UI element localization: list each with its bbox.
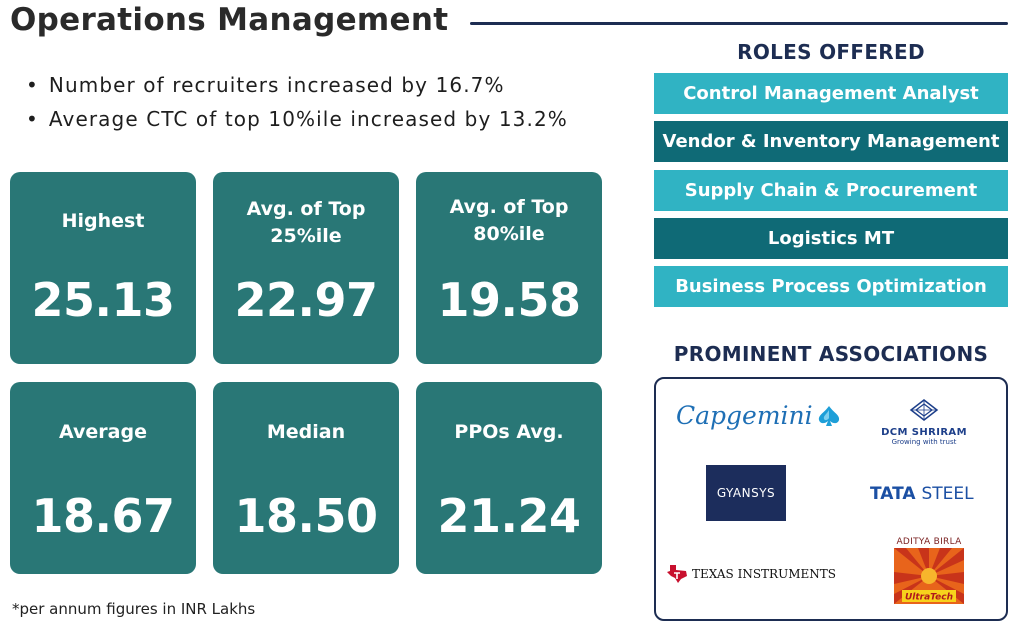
stat-value: 18.67 [31, 489, 175, 543]
footnote: *per annum figures in INR Lakhs [12, 600, 256, 618]
ti-wordmark: TEXAS INSTRUMENTS [692, 567, 836, 581]
stat-label: Median [266, 421, 346, 443]
stat-label: PPOs Avg. [454, 421, 564, 443]
ultratech-emblem: UltraTech [894, 548, 964, 604]
highlight-item: Number of recruiters increased by 16.7% [26, 70, 568, 104]
stat-value: 18.50 [234, 489, 378, 543]
highlights-list: Number of recruiters increased by 16.7% … [26, 70, 568, 138]
stat-label: Avg. of Top 25%ile [213, 196, 399, 250]
stat-value: 19.58 [437, 273, 581, 327]
tata-steel-logo: TATA STEEL [870, 484, 974, 504]
texas-instruments-logo: TEXAS INSTRUMENTS [666, 564, 836, 584]
capgemini-wordmark: Capgemini [676, 401, 813, 430]
highlight-item: Average CTC of top 10%ile increased by 1… [26, 104, 568, 138]
stat-card-average: Average 18.67 [10, 382, 196, 574]
dcm-diamond-icon [909, 399, 939, 421]
role-item: Logistics MT [654, 218, 1008, 259]
associations-heading: PROMINENT ASSOCIATIONS [673, 342, 989, 366]
title-underline [470, 22, 1008, 25]
texas-state-icon [667, 565, 687, 583]
dcm-name: DCM SHRIRAM [881, 427, 967, 438]
stat-card-top25: Avg. of Top 25%ile 22.97 [213, 172, 399, 364]
tata-wordmark: TATA [870, 484, 916, 504]
stat-label-line2: 25%ile [270, 225, 342, 247]
stat-label-line1: Avg. of Top [449, 196, 569, 218]
role-item: Supply Chain & Procurement [654, 170, 1008, 211]
role-item: Vendor & Inventory Management [654, 121, 1008, 162]
stat-card-top80: Avg. of Top 80%ile 19.58 [416, 172, 602, 364]
stat-card-median: Median 18.50 [213, 382, 399, 574]
stat-label: Average [59, 421, 147, 443]
stat-value: 25.13 [31, 273, 175, 327]
associations-panel: Capgemini DCM SHRIRAM Growing with trust… [654, 377, 1008, 621]
stat-label-line1: Avg. of Top [246, 198, 366, 220]
sun-emblem-icon: UltraTech [894, 548, 964, 604]
role-item: Business Process Optimization [654, 266, 1008, 307]
stat-card-highest: Highest 25.13 [10, 172, 196, 364]
ultratech-logo: ADITYA BIRLA UltraTech [893, 537, 965, 604]
roles-heading: ROLES OFFERED [737, 40, 925, 64]
dcm-shriram-logo: DCM SHRIRAM Growing with trust [874, 399, 974, 446]
stat-card-ppo: PPOs Avg. 21.24 [416, 382, 602, 574]
stat-label: Avg. of Top 80%ile [416, 194, 602, 248]
capgemini-logo: Capgemini [676, 401, 842, 430]
stat-value: 21.24 [437, 489, 581, 543]
gyansys-wordmark: GYANSYS [716, 486, 776, 500]
spade-icon [818, 405, 839, 426]
aditya-birla-name: ADITYA BIRLA [896, 537, 962, 547]
stat-label-line2: 80%ile [473, 223, 545, 245]
stat-value: 22.97 [234, 273, 378, 327]
stat-label: Highest [61, 210, 145, 232]
steel-wordmark: STEEL [921, 484, 974, 504]
page-title: Operations Management [10, 2, 449, 38]
dcm-tagline: Growing with trust [891, 438, 957, 446]
gyansys-logo: GYANSYS [706, 465, 786, 521]
ultratech-wordmark: UltraTech [905, 593, 953, 603]
role-item: Control Management Analyst [654, 73, 1008, 114]
